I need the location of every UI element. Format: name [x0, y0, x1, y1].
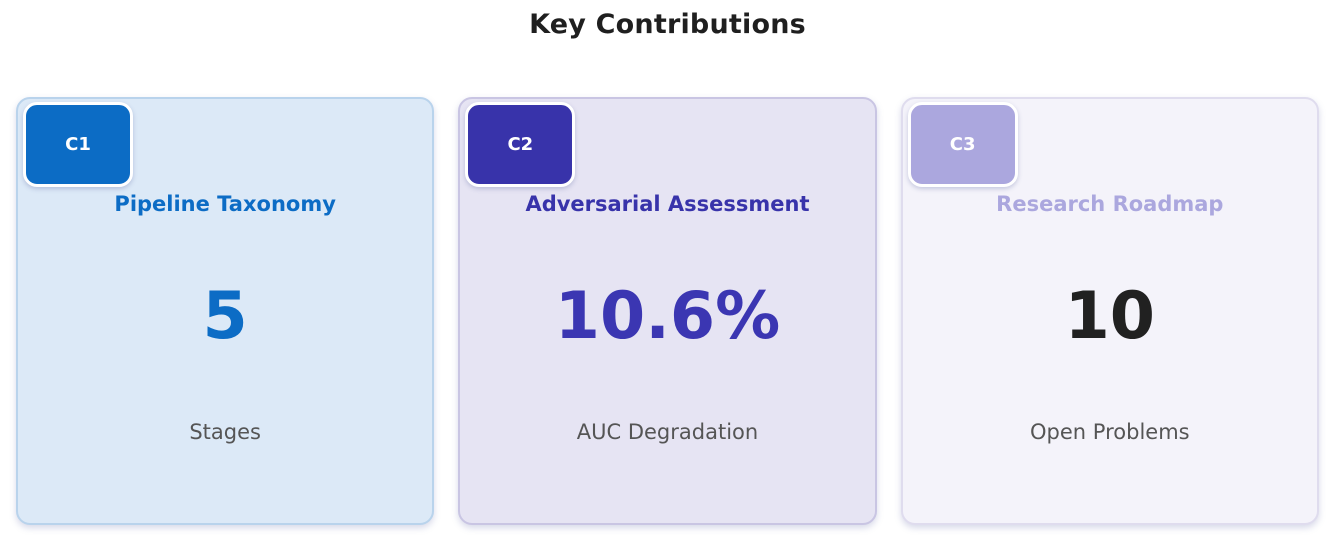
card-title: Pipeline Taxonomy — [114, 192, 336, 216]
card-badge: C3 — [907, 102, 1018, 187]
card-pipeline-taxonomy: C1 Pipeline Taxonomy 5 Stages — [16, 97, 435, 525]
card-badge: C1 — [23, 102, 133, 187]
card-badge: C2 — [465, 102, 576, 187]
contribution-cards-row: C1 Pipeline Taxonomy 5 Stages C2 Adversa… — [16, 97, 1319, 525]
page-title: Key Contributions — [529, 9, 806, 40]
card-label: Open Problems — [1030, 420, 1190, 444]
card-title: Research Roadmap — [996, 192, 1224, 216]
card-value: 5 — [202, 279, 248, 354]
card-label: Stages — [189, 420, 261, 444]
card-value: 10 — [1064, 279, 1156, 354]
card-title: Adversarial Assessment — [525, 192, 810, 216]
card-label: AUC Degradation — [576, 420, 759, 444]
card-research-roadmap: C3 Research Roadmap 10 Open Problems — [900, 97, 1319, 525]
card-adversarial-assessment: C2 Adversarial Assessment 10.6% AUC Degr… — [458, 97, 877, 525]
card-value: 10.6% — [554, 279, 781, 354]
